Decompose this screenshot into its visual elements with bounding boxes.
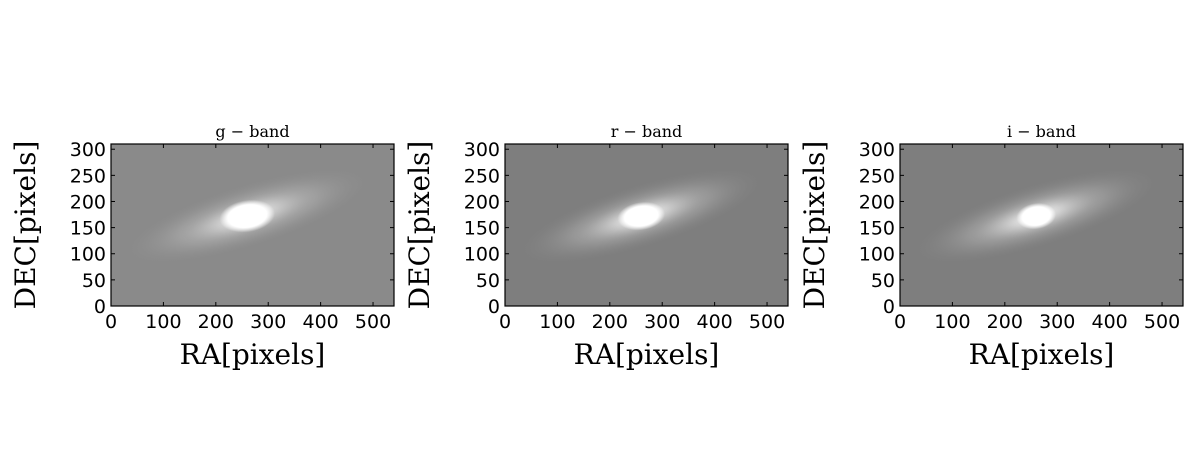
y-tick-label: 200 (70, 191, 106, 213)
y-tick-label: 50 (82, 270, 106, 292)
panel-title: r − band (611, 122, 683, 141)
y-tick-label: 150 (464, 218, 500, 240)
galaxy-core (617, 201, 666, 231)
y-tick-label: 50 (476, 270, 500, 292)
galaxy-image (505, 144, 788, 306)
y-tick-label: 0 (883, 296, 895, 318)
galaxy-image (900, 144, 1183, 306)
x-tick-label: 500 (1144, 311, 1180, 333)
x-tick-label: 400 (1091, 311, 1127, 333)
y-tick-label: 250 (70, 165, 106, 187)
x-axis-label: RA[pixels] (180, 338, 326, 371)
x-tick-label: 300 (1039, 311, 1075, 333)
galaxy-image (111, 144, 394, 306)
x-tick-label: 100 (934, 311, 970, 333)
y-tick-label: 100 (859, 244, 895, 266)
y-tick-label: 200 (859, 191, 895, 213)
x-tick-label: 500 (355, 311, 391, 333)
y-tick-label: 300 (70, 139, 106, 161)
panel-title: i − band (1007, 122, 1076, 141)
y-tick-label: 100 (464, 244, 500, 266)
y-tick-label: 0 (94, 296, 106, 318)
y-tick-label: 150 (70, 218, 106, 240)
panel-1: 0 100 200 300 400 500 0 50 100 150 200 250 300 g − ba… (9, 122, 395, 371)
x-tick-label: 500 (749, 311, 785, 333)
x-tick-label: 400 (302, 311, 338, 333)
x-tick-label: 200 (592, 311, 628, 333)
x-tick-label: 200 (198, 311, 234, 333)
panel-title: g − band (215, 122, 289, 141)
y-tick-label: 200 (464, 191, 500, 213)
x-tick-label: 300 (250, 311, 286, 333)
plot-frame (110, 143, 395, 307)
x-tick-label: 400 (696, 311, 732, 333)
y-tick-label: 100 (70, 244, 106, 266)
panel-3: 0 100 200 300 400 500 0 50 100 150 200 250 300 i − ba… (798, 122, 1184, 371)
x-tick-label: 200 (987, 311, 1023, 333)
plot-frame (899, 143, 1184, 307)
y-tick-label: 300 (859, 139, 895, 161)
x-tick-label: 100 (539, 311, 575, 333)
y-tick-label: 150 (859, 218, 895, 240)
y-tick-label: 50 (871, 270, 895, 292)
y-tick-label: 300 (464, 139, 500, 161)
x-tick-label: 0 (105, 311, 117, 333)
y-axis-label: DEC[pixels] (403, 141, 436, 310)
x-tick-label: 0 (499, 311, 511, 333)
x-tick-label: 100 (145, 311, 181, 333)
x-axis-label: RA[pixels] (574, 338, 720, 371)
y-tick-label: 250 (859, 165, 895, 187)
panel-2: 0 100 200 300 400 500 0 50 100 150 200 250 300 r − ba… (403, 122, 789, 371)
x-tick-label: 0 (894, 311, 906, 333)
y-tick-label: 250 (464, 165, 500, 187)
y-axis-label: DEC[pixels] (9, 141, 42, 310)
y-tick-label: 0 (488, 296, 500, 318)
plot-frame (504, 143, 789, 307)
y-axis-label: DEC[pixels] (798, 141, 831, 310)
x-tick-label: 300 (644, 311, 680, 333)
galaxy-core (1016, 202, 1057, 230)
x-axis-label: RA[pixels] (969, 338, 1115, 371)
galaxy-core (219, 199, 276, 233)
